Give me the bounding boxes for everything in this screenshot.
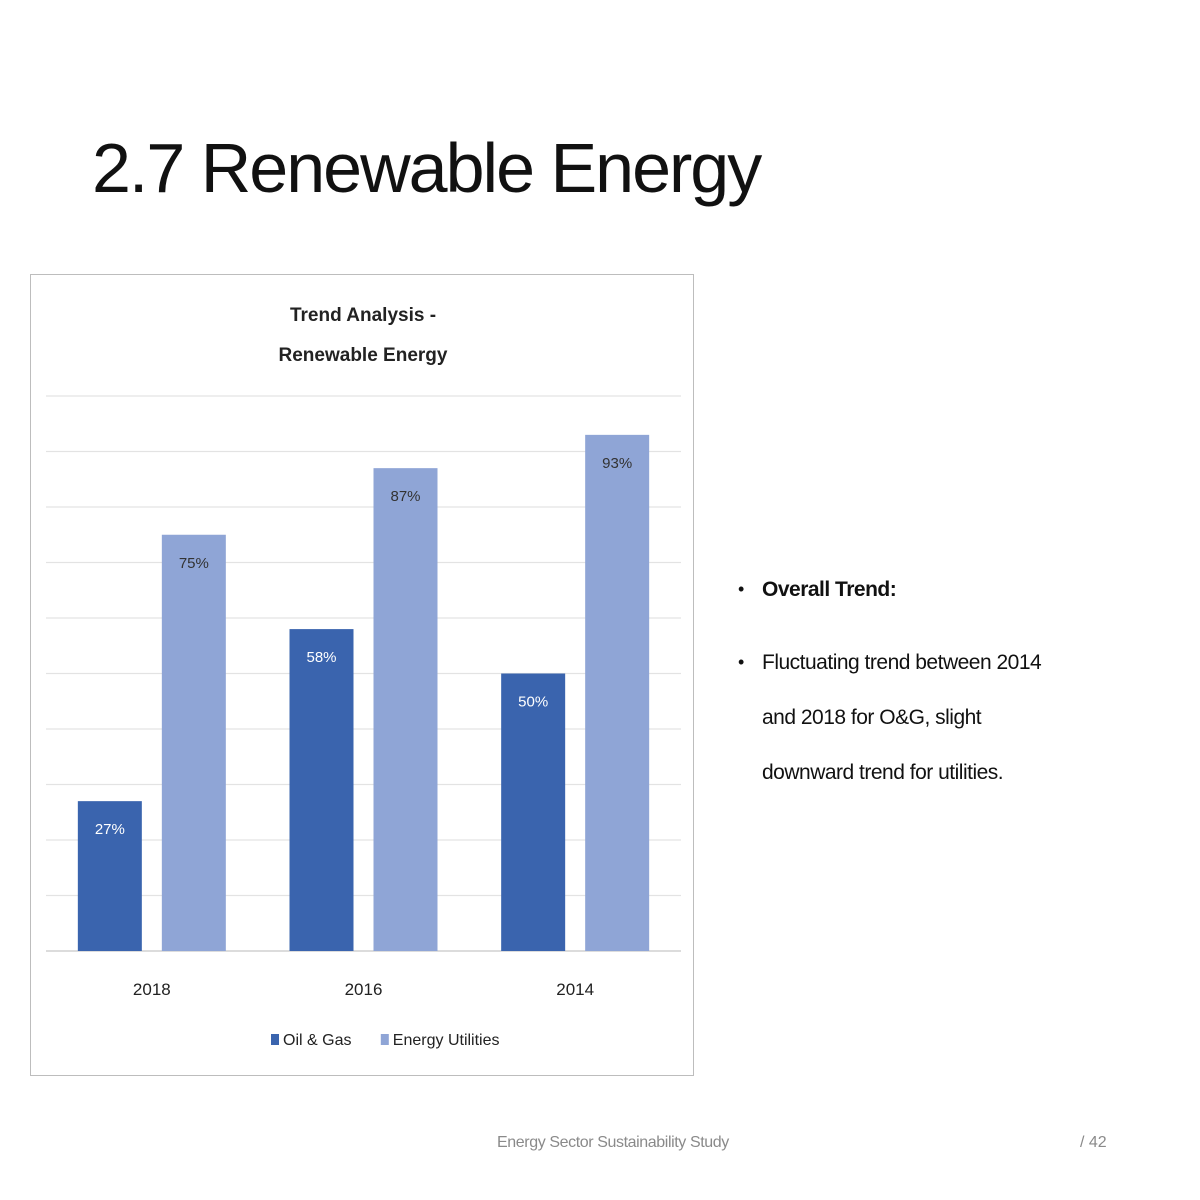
bullet-text: Fluctuating trend between 2014 and 2018 … [762,651,1042,784]
bullet-text: Overall Trend: [762,578,897,601]
data-label: 75% [179,555,209,572]
legend-swatch [380,1034,389,1045]
chart-title: Trend Analysis - Renewable Energy [279,305,448,366]
bullet-item-overall-trend: • Overall Trend: [738,562,1068,617]
bar [289,629,354,951]
data-label: 50% [518,694,548,711]
legend-label: Energy Utilities [393,1032,500,1049]
footer-text: Energy Sector Sustainability Study [497,1134,729,1151]
data-label: 93% [602,455,632,472]
bar [585,434,650,952]
data-label: 87% [390,488,420,505]
bar [161,534,226,951]
chart-title-line: Trend Analysis - [290,305,436,326]
bar-chart: Trend Analysis - Renewable Energy 27% 75% 20… [46,305,681,1049]
bullet-icon: • [738,652,744,672]
bar [501,673,566,951]
bar [373,468,438,951]
legend-label: Oil & Gas [283,1032,351,1049]
chart-frame: Trend Analysis - Renewable Energy 27% 75% 20… [30,274,694,1076]
x-tick-label: 2014 [556,980,594,999]
bullet-item-trend-detail: • Fluctuating trend between 2014 and 201… [738,635,1068,800]
chart-title-line: Renewable Energy [279,345,448,366]
data-label: 27% [95,821,125,838]
legend-swatch [271,1034,279,1045]
bullet-icon: • [738,579,744,599]
slide-title: 2.7 Renewable Energy [92,129,762,207]
bar [77,801,142,951]
data-label: 58% [306,649,336,666]
x-tick-label: 2018 [133,980,171,999]
x-tick-label: 2016 [345,980,383,999]
page-number: / 42 [1080,1134,1107,1151]
bullet-list: • Overall Trend: • Fluctuating trend bet… [738,562,1068,800]
